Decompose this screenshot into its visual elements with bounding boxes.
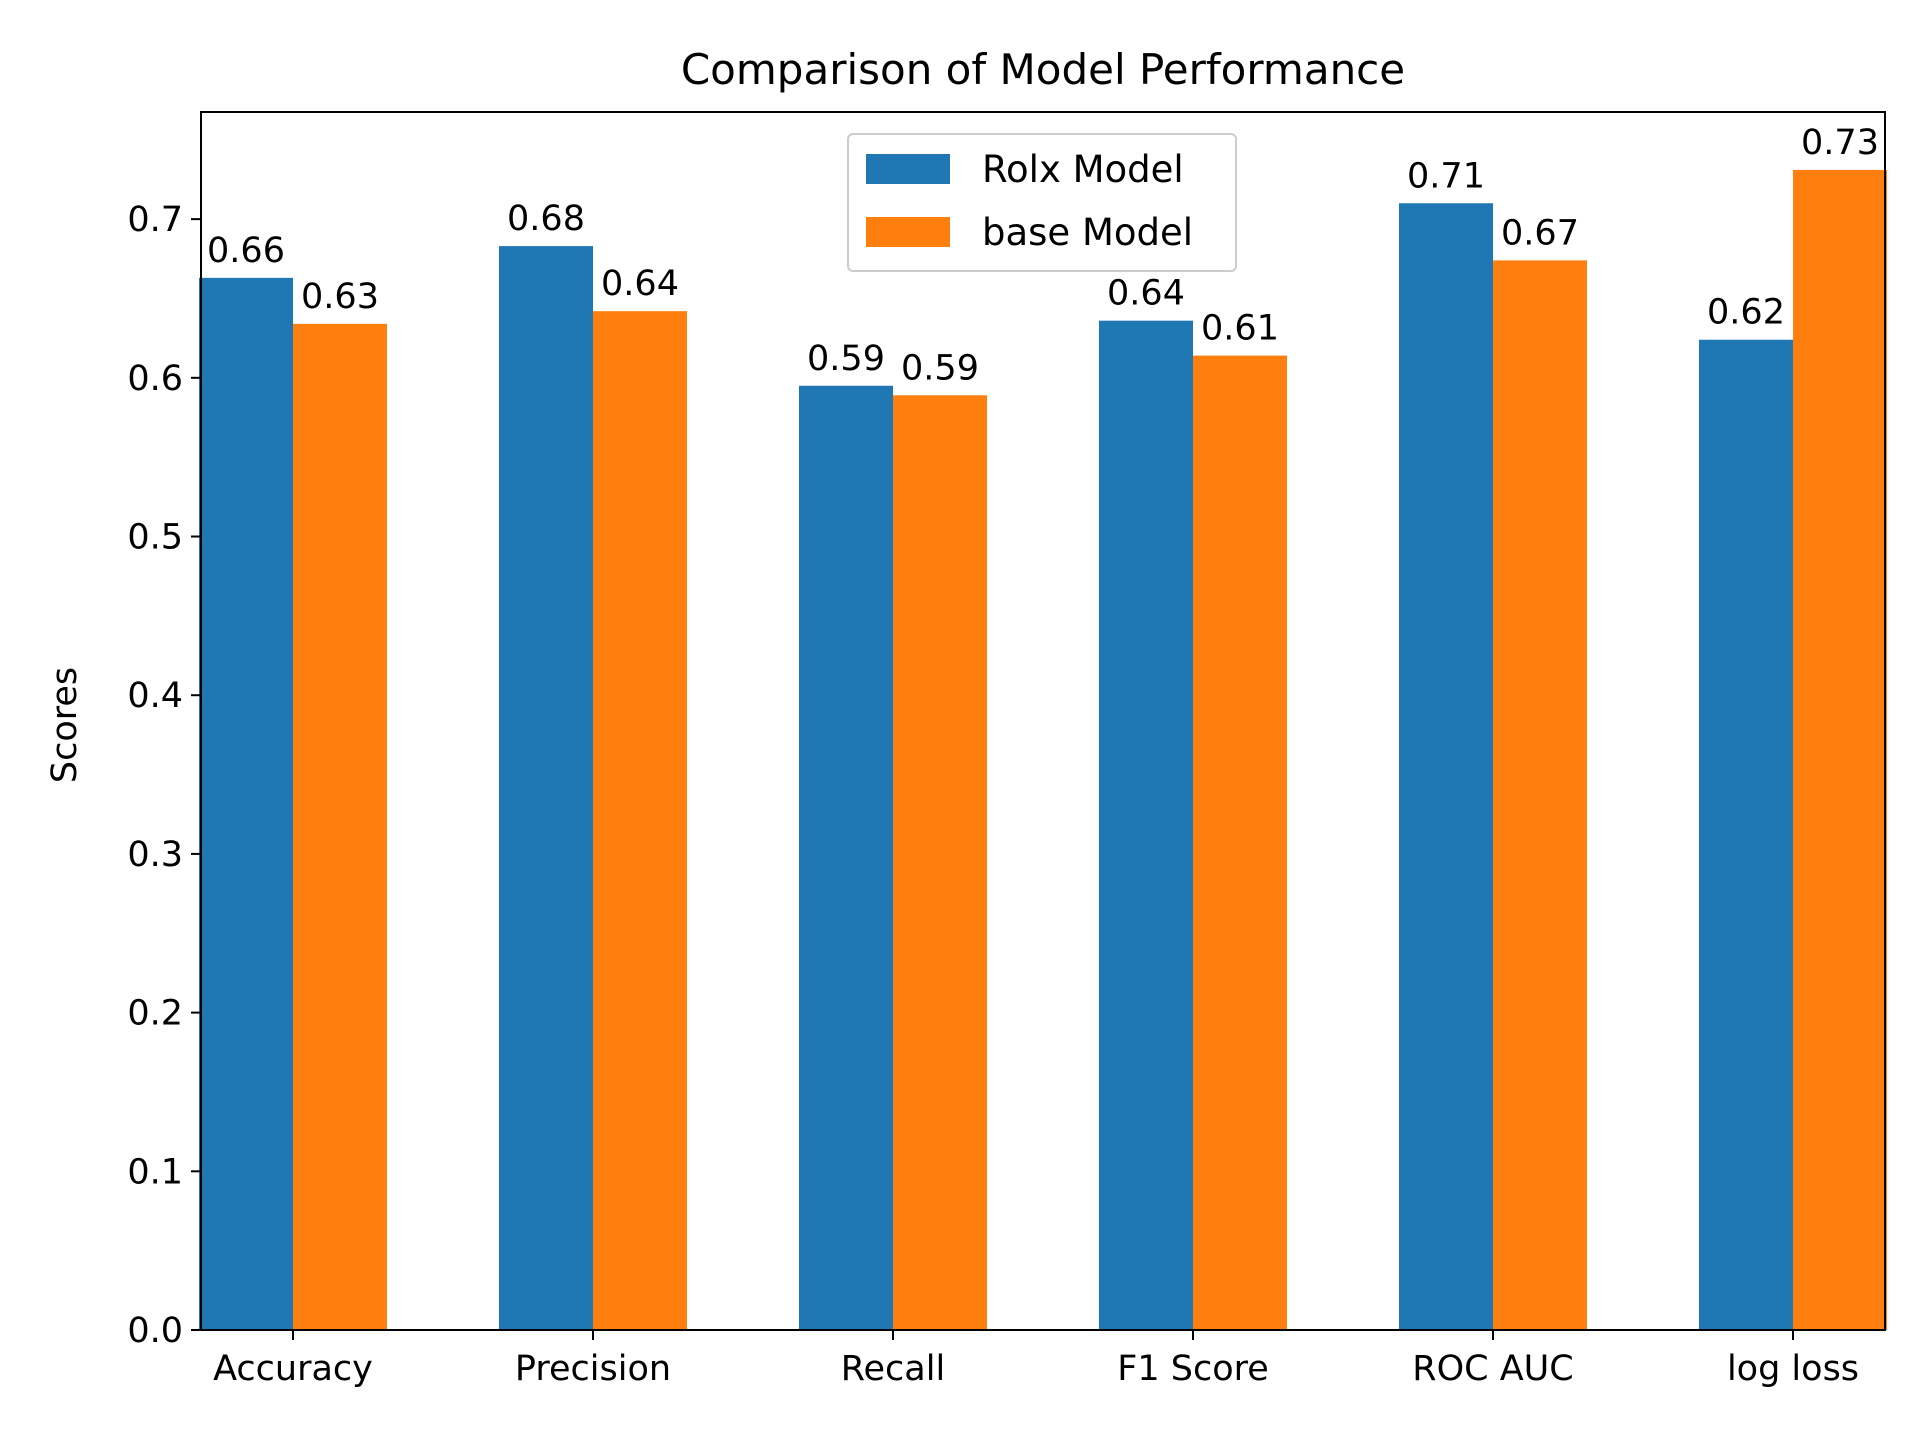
bar-rolx-3 [1099, 320, 1193, 1330]
bar-rolx-0 [199, 277, 293, 1331]
x-tick-label-2: Recall [841, 1349, 945, 1389]
bar-rolx-1 [499, 246, 593, 1331]
data-label-base-4: 0.67 [1501, 213, 1579, 253]
y-tick-label-4: 0.4 [127, 676, 183, 716]
bar-base-1 [593, 311, 687, 1331]
data-label-base-3: 0.61 [1201, 309, 1279, 349]
y-tick-label-0: 0.0 [127, 1311, 183, 1351]
x-tick-label-0: Accuracy [213, 1349, 373, 1389]
bar-rolx-5 [1699, 339, 1793, 1330]
chart-title: Comparison of Model Performance [681, 45, 1405, 94]
y-tick-label-6: 0.6 [127, 359, 183, 399]
bar-base-3 [1193, 355, 1287, 1331]
bar-base-2 [893, 395, 987, 1330]
data-label-base-5: 0.73 [1801, 123, 1879, 163]
y-tick-label-2: 0.2 [127, 994, 183, 1034]
y-tick-label-5: 0.5 [127, 518, 183, 558]
legend-swatch-base [866, 217, 950, 247]
y-tick-label-1: 0.1 [127, 1152, 183, 1192]
x-tick-label-1: Precision [515, 1349, 671, 1389]
legend-label-rolx: Rolx Model [982, 148, 1184, 191]
data-label-rolx-4: 0.71 [1407, 156, 1485, 196]
plot-frame [200, 111, 1886, 1331]
data-label-base-0: 0.63 [301, 277, 379, 317]
plot-area: 0.66 0.68 0.59 0.64 0.71 0.62 0.63 0.64 0.59 0.61… [127, 111, 1887, 1389]
x-tick-label-5: log loss [1727, 1349, 1859, 1389]
x-tick-label-3: F1 Score [1117, 1349, 1269, 1389]
bar-rolx-4 [1399, 203, 1493, 1330]
y-tick-label-3: 0.3 [127, 835, 183, 875]
data-label-rolx-3: 0.64 [1107, 274, 1185, 314]
data-label-rolx-1: 0.68 [507, 199, 585, 239]
x-tick-label-4: ROC AUC [1412, 1349, 1573, 1389]
legend-swatch-rolx [866, 154, 950, 184]
data-label-base-1: 0.64 [601, 264, 679, 304]
data-label-rolx-5: 0.62 [1707, 293, 1785, 333]
data-label-rolx-2: 0.59 [807, 339, 885, 379]
data-label-base-2: 0.59 [901, 348, 979, 388]
y-axis-label: Scores [45, 667, 85, 783]
bar-base-5 [1793, 169, 1887, 1330]
bar-rolx-2 [799, 385, 893, 1330]
y-tick-label-7: 0.7 [127, 200, 183, 240]
bar-base-4 [1493, 260, 1587, 1331]
data-label-rolx-0: 0.66 [207, 231, 285, 271]
bar-base-0 [293, 323, 387, 1330]
legend-label-base: base Model [982, 211, 1193, 254]
